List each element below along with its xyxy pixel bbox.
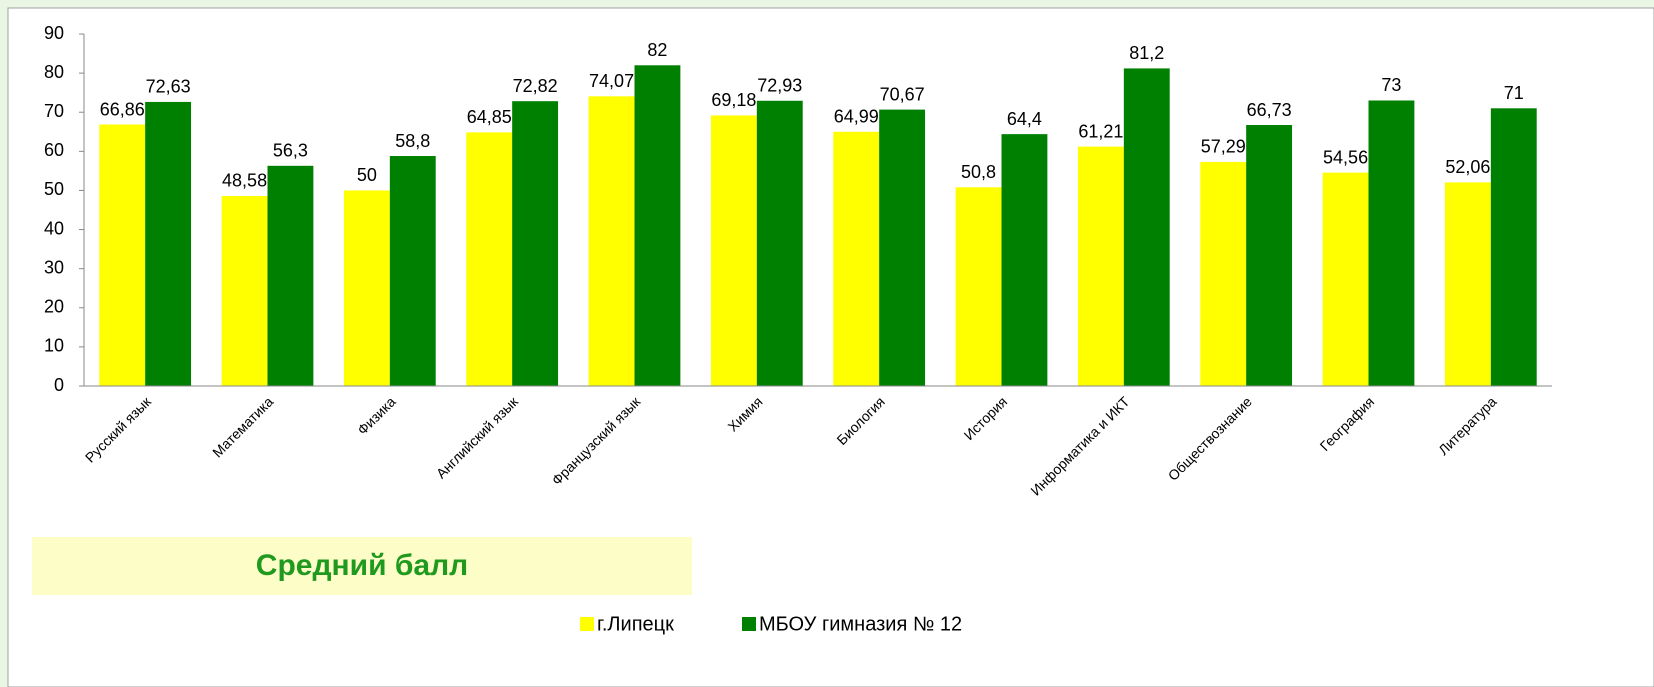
value-label: 58,8 <box>395 131 430 151</box>
value-label: 72,93 <box>757 76 802 96</box>
bar <box>1246 125 1293 386</box>
bar <box>588 96 635 386</box>
value-label: 72,82 <box>513 76 558 96</box>
y-tick-label: 90 <box>44 23 64 43</box>
bar <box>267 165 314 386</box>
value-label: 71 <box>1504 83 1524 103</box>
title-box <box>32 537 692 595</box>
bar <box>1322 172 1369 386</box>
value-label: 56,3 <box>273 141 308 161</box>
value-label: 69,18 <box>711 90 756 110</box>
bar <box>955 187 1002 386</box>
legend-label: МБОУ гимназия № 12 <box>759 613 962 635</box>
bar <box>1077 146 1124 386</box>
bar <box>466 132 513 386</box>
y-tick-label: 0 <box>54 375 64 395</box>
value-label: 54,56 <box>1323 147 1368 167</box>
bar <box>1001 134 1048 386</box>
bar <box>1200 161 1247 386</box>
y-tick-label: 80 <box>44 62 64 82</box>
value-label: 48,58 <box>222 171 267 191</box>
value-label: 72,63 <box>146 77 191 97</box>
bar <box>879 109 926 386</box>
value-label: 64,4 <box>1007 109 1042 129</box>
value-label: 64,99 <box>834 107 879 127</box>
bar <box>99 124 146 386</box>
value-label: 73 <box>1381 75 1401 95</box>
bar <box>512 101 559 387</box>
bar <box>1123 68 1170 386</box>
bar <box>756 100 803 386</box>
y-tick-label: 30 <box>44 257 64 277</box>
bar <box>634 65 681 387</box>
value-label: 50,8 <box>961 162 996 182</box>
bar <box>1490 108 1537 387</box>
bar <box>1444 182 1491 386</box>
value-label: 61,21 <box>1078 121 1123 141</box>
y-tick-label: 20 <box>44 297 64 317</box>
value-label: 74,07 <box>589 71 634 91</box>
value-label: 50 <box>357 165 377 185</box>
legend-swatch <box>580 617 594 631</box>
bar <box>389 156 436 386</box>
bar <box>343 190 390 386</box>
value-label: 57,29 <box>1201 137 1246 157</box>
value-label: 70,67 <box>880 84 925 104</box>
value-label: 66,86 <box>100 99 145 119</box>
bar <box>221 195 268 386</box>
legend-label: г.Липецк <box>597 613 674 635</box>
value-label: 64,85 <box>467 107 512 127</box>
value-label: 82 <box>647 40 667 60</box>
value-label: 81,2 <box>1129 43 1164 63</box>
value-label: 52,06 <box>1445 157 1490 177</box>
y-tick-label: 50 <box>44 179 64 199</box>
bar <box>833 131 880 386</box>
y-tick-label: 70 <box>44 101 64 121</box>
bar <box>145 101 192 386</box>
y-tick-label: 60 <box>44 140 64 160</box>
bar <box>1368 100 1415 386</box>
bar <box>710 115 757 387</box>
chart-title: Средний балл <box>256 549 468 582</box>
y-tick-label: 40 <box>44 218 64 238</box>
legend-swatch <box>742 617 756 631</box>
value-label: 66,73 <box>1247 100 1292 120</box>
y-tick-label: 10 <box>44 336 64 356</box>
